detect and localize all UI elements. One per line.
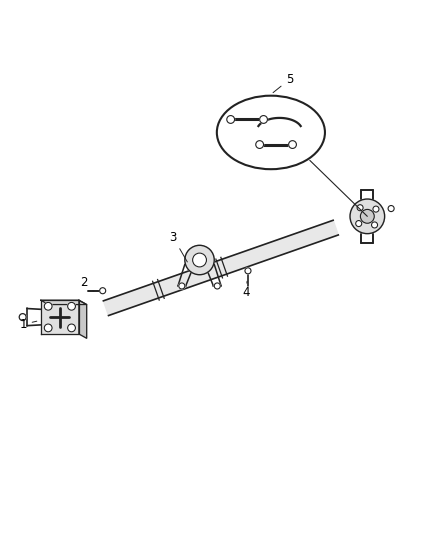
- Polygon shape: [103, 220, 338, 316]
- Text: 1: 1: [19, 318, 37, 331]
- Polygon shape: [41, 300, 79, 334]
- Circle shape: [44, 302, 52, 310]
- Circle shape: [193, 253, 206, 267]
- Ellipse shape: [217, 96, 325, 169]
- Circle shape: [371, 222, 378, 228]
- Circle shape: [214, 283, 220, 289]
- Text: 5: 5: [273, 72, 293, 93]
- Circle shape: [356, 221, 362, 227]
- Circle shape: [100, 288, 106, 294]
- Circle shape: [357, 205, 363, 211]
- Polygon shape: [79, 300, 87, 338]
- Text: 2: 2: [81, 276, 94, 292]
- Circle shape: [179, 283, 185, 289]
- Circle shape: [227, 116, 235, 123]
- Polygon shape: [41, 300, 87, 304]
- Text: 3: 3: [169, 231, 187, 262]
- Text: 4: 4: [242, 281, 249, 299]
- Circle shape: [360, 209, 374, 223]
- Circle shape: [19, 313, 26, 320]
- Circle shape: [350, 199, 385, 233]
- Circle shape: [256, 141, 264, 149]
- Circle shape: [67, 324, 75, 332]
- Circle shape: [67, 302, 75, 310]
- Circle shape: [289, 141, 297, 149]
- Circle shape: [44, 324, 52, 332]
- Circle shape: [185, 245, 214, 274]
- Circle shape: [373, 206, 379, 212]
- Circle shape: [260, 116, 268, 123]
- Circle shape: [245, 268, 251, 274]
- Circle shape: [388, 206, 394, 212]
